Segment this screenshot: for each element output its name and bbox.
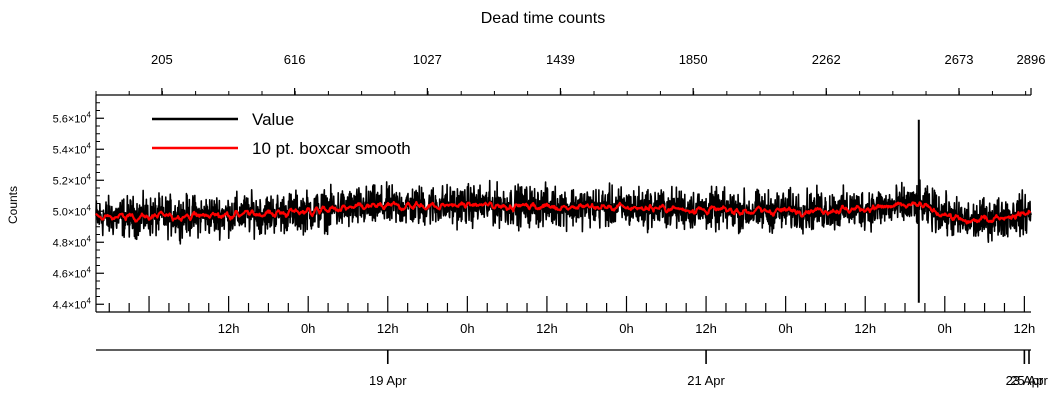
day-tick-label: 23 Apr [1006, 373, 1044, 388]
top-tick-label: 1027 [413, 52, 442, 67]
x-hour-label: 12h [1014, 321, 1036, 336]
plot-area [95, 119, 1032, 303]
y-tick-label: 5.0×104 [53, 203, 92, 218]
x-hour-label: 12h [536, 321, 558, 336]
series-smooth-line [95, 200, 1032, 225]
top-tick-label: 1439 [546, 52, 575, 67]
y-tick-label: 4.4×104 [53, 296, 92, 311]
legend: Value 10 pt. boxcar smooth [152, 110, 411, 158]
y-tick-label: 5.4×104 [53, 141, 92, 156]
y-tick-label: 5.6×104 [53, 110, 92, 125]
day-tick-label: 25 Apr [1010, 373, 1048, 388]
x-hour-label: 0h [301, 321, 315, 336]
x-hour-label: 0h [460, 321, 474, 336]
x-hour-label: 12h [218, 321, 240, 336]
legend-label: 10 pt. boxcar smooth [252, 139, 411, 158]
x-hour-label: 12h [695, 321, 717, 336]
x-hour-label: 0h [619, 321, 633, 336]
x-hour-label: 0h [938, 321, 952, 336]
y-tick-label: 4.6×104 [53, 265, 92, 280]
top-tick-label: 205 [151, 52, 173, 67]
y-axis-label: Counts [6, 186, 20, 224]
legend-label: Value [252, 110, 294, 129]
x-hour-label: 12h [854, 321, 876, 336]
top-tick-label: 616 [284, 52, 306, 67]
x-hour-label: 0h [778, 321, 792, 336]
chart-title: Dead time counts [481, 10, 606, 27]
series-value-line [95, 179, 1032, 245]
y-tick-label: 5.2×104 [53, 172, 92, 187]
axes: 4.4×104 4.6×104 4.8×104 5.0×104 5.2×104 5.4×1… [53, 52, 1049, 388]
day-tick-label: 19 Apr [369, 373, 407, 388]
top-tick-label: 2673 [945, 52, 974, 67]
top-tick-label: 1850 [679, 52, 708, 67]
top-tick-label: 2262 [812, 52, 841, 67]
x-hour-label: 12h [377, 321, 399, 336]
day-tick-label: 21 Apr [687, 373, 725, 388]
y-tick-label: 4.8×104 [53, 234, 92, 249]
top-tick-label: 2896 [1017, 52, 1046, 67]
